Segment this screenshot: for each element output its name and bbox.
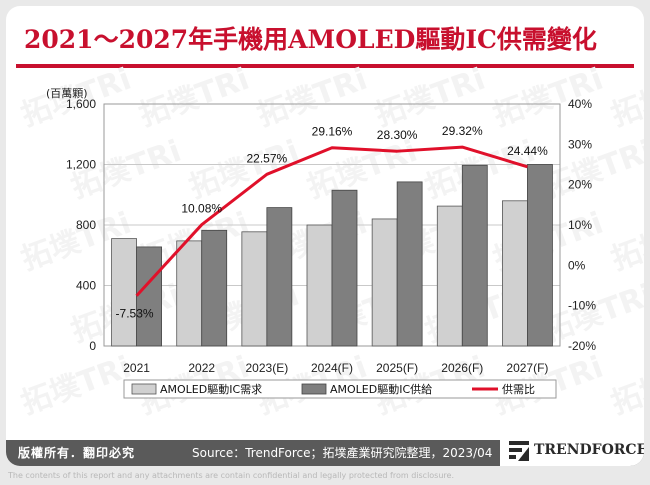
x-tick-label: 2027(F) <box>506 361 548 375</box>
bar-supply <box>396 181 423 347</box>
watermark: 拓墣TRi <box>607 206 644 278</box>
bar-demand <box>371 218 398 347</box>
trendforce-logo: TRENDFORCE <box>500 434 644 466</box>
x-tick-label: 2021 <box>123 361 150 375</box>
y-left-tick-label: 1,600 <box>66 97 96 111</box>
bar-demand <box>176 240 203 347</box>
x-tick-label: 2025(F) <box>376 361 418 375</box>
bar-demand <box>241 231 268 347</box>
bar-supply <box>527 164 553 347</box>
ratio-data-label: 24.44% <box>507 144 548 158</box>
watermark: 拓墣TRi <box>17 350 136 422</box>
y-left-tick-label: 1,200 <box>66 158 96 172</box>
watermark: 拓墣TRi <box>135 62 254 134</box>
slide-card: 2021～2027年手機用AMOLED驅動IC供需變化 拓墣TRi 拓墣TRi 拓墣… <box>6 6 644 466</box>
bar-supply <box>461 164 488 347</box>
ratio-data-label: 10.08% <box>181 202 222 216</box>
y-right-tick-label: 10% <box>568 218 592 232</box>
bar-demand <box>502 200 528 347</box>
watermark: 拓墣TRi <box>185 134 304 206</box>
logo-text: TRENDFORCE <box>534 442 644 458</box>
bar-supply <box>266 207 293 347</box>
y-right-tick-label: 0% <box>568 258 586 272</box>
legend-swatch-supply <box>301 383 327 395</box>
title-divider <box>16 64 634 68</box>
y-right-tick-label: -20% <box>568 339 596 353</box>
page-title: 2021～2027年手機用AMOLED驅動IC供需變化 <box>24 25 597 54</box>
watermark: 拓墣TRi <box>607 62 644 134</box>
watermark: 拓墣TRi <box>607 350 644 422</box>
bar-demand <box>111 238 137 347</box>
bar-supply <box>201 229 228 347</box>
trendforce-logo-icon <box>509 441 529 461</box>
watermark: 拓墣TRi <box>253 62 372 134</box>
y-right-tick-label: -10% <box>568 299 596 313</box>
y-left-tick-label: 0 <box>89 339 96 353</box>
ratio-data-label: 28.30% <box>377 128 418 142</box>
legend-label-ratio: 供需比 <box>502 382 535 396</box>
ratio-data-label: 22.57% <box>247 151 288 165</box>
y-left-tick-label: 400 <box>76 279 96 293</box>
ratio-data-label: 29.16% <box>312 125 353 139</box>
copyright-text: 版權所有．翻印必究 <box>18 446 136 460</box>
legend-label-demand: AMOLED驅動IC需求 <box>160 382 262 396</box>
legend-box <box>123 379 557 399</box>
source-text: Source：TrendForce；拓墣產業研究院整理，2023/04 <box>192 446 493 460</box>
legend-swatch-demand <box>131 383 157 395</box>
watermark: 拓墣TRi <box>371 62 490 134</box>
y-left-tick-label: 800 <box>76 218 96 232</box>
y-right-tick-label: 20% <box>568 178 592 192</box>
bar-demand <box>436 205 463 347</box>
y-right-tick-label: 30% <box>568 137 592 151</box>
disclaimer-text: The contents of this report and any atta… <box>8 471 454 480</box>
y-right-tick-label: 40% <box>568 97 592 111</box>
y-left-axis-label: (百萬顆) <box>46 87 88 100</box>
x-tick-label: 2023(E) <box>246 361 289 375</box>
x-tick-label: 2024(F) <box>311 361 353 375</box>
bar-supply <box>331 189 358 347</box>
x-tick-label: 2026(F) <box>441 361 483 375</box>
ratio-line <box>135 145 528 297</box>
x-tick-label: 2022 <box>188 361 215 375</box>
bar-demand <box>306 224 333 347</box>
legend-label-supply: AMOLED驅動IC供給 <box>330 382 432 396</box>
bar-supply <box>136 246 162 347</box>
ratio-data-label: -7.53% <box>116 307 154 321</box>
ratio-data-label: 29.32% <box>442 124 483 138</box>
